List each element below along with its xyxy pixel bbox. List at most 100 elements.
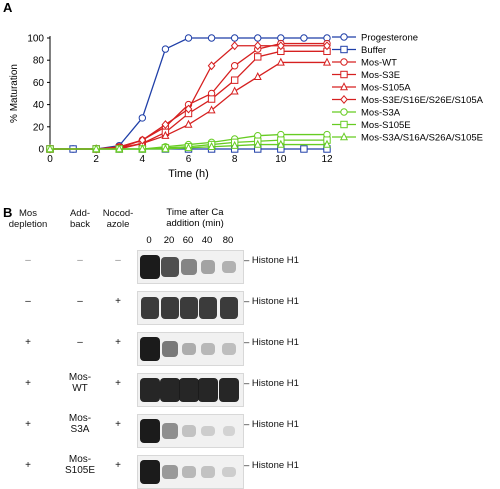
legend-entry: Buffer: [361, 45, 386, 56]
histone-h1-label: – Histone H1: [244, 460, 299, 471]
legend-entry: Mos-S105E: [361, 120, 411, 131]
legend-marker: [339, 132, 349, 141]
legend-marker: [340, 58, 348, 66]
data-point: [115, 144, 124, 153]
x-tick-label: 12: [321, 154, 333, 165]
legend-marker: [340, 45, 348, 54]
series-line-5: [50, 45, 327, 150]
panel-a-letter: A: [3, 0, 13, 15]
data-point: [254, 53, 262, 61]
data-point: [276, 57, 285, 66]
histone-h1-band: [198, 297, 218, 319]
maturation-chart: 0 2 4 6 8 10 12 0 20 40 60 80 100 Time (h) % Maturatio…: [9, 33, 484, 181]
nocodazole-value: –: [115, 255, 121, 266]
histone-h1-label: – Histone H1: [244, 296, 299, 307]
addback-value: Mos- S105E: [64, 454, 96, 476]
histone-h1-band: [161, 340, 179, 358]
x-tick-label: 10: [275, 154, 287, 165]
data-point: [207, 34, 216, 42]
data-point: [300, 145, 308, 153]
data-point: [276, 41, 285, 51]
histone-h1-band: [140, 378, 160, 402]
depletion-value: +: [25, 378, 31, 389]
legend-marker: [340, 120, 348, 129]
data-point: [323, 41, 331, 51]
addback-value: –: [77, 337, 83, 348]
depletion-value: –: [25, 255, 31, 266]
depletion-header: Mos depletion: [8, 208, 48, 230]
nocodazole-value: +: [115, 337, 121, 348]
data-point: [161, 130, 170, 139]
data-point: [92, 144, 101, 153]
data-point: [138, 135, 147, 145]
data-point: [138, 114, 147, 122]
addback-value: Mos- WT: [68, 372, 92, 394]
time-point-label: 0: [146, 235, 152, 246]
histone-h1-band: [219, 378, 239, 402]
data-point: [184, 143, 193, 152]
data-point: [322, 57, 332, 66]
y-tick-label: 40: [33, 100, 45, 111]
addback-value: –: [77, 255, 83, 266]
data-point: [253, 72, 262, 81]
time-header: Time after Ca addition (min): [166, 207, 224, 229]
histone-h1-label: – Histone H1: [244, 419, 299, 430]
histone-h1-band: [219, 297, 239, 319]
time-point-label: 60: [182, 235, 194, 246]
histone-h1-band: [182, 425, 196, 437]
x-tick-label: 6: [186, 154, 192, 165]
gel-strip: [137, 373, 244, 407]
histone-h1-band: [161, 257, 179, 277]
y-tick-label: 100: [27, 34, 44, 45]
x-tick-label: 2: [93, 154, 99, 165]
legend-entry: Progesterone: [361, 33, 418, 44]
nocodazole-value: +: [115, 419, 121, 430]
x-tick-label: 8: [232, 154, 238, 165]
x-tick-label: 4: [140, 154, 146, 165]
data-point: [230, 86, 239, 95]
addback-header: Add-back: [69, 208, 91, 230]
histone-h1-band: [179, 378, 199, 402]
data-point: [138, 144, 147, 153]
time-point-label: 20: [163, 235, 175, 246]
gel-strip: [137, 414, 244, 448]
histone-h1-band: [162, 464, 178, 480]
time-point-label: 80: [222, 235, 234, 246]
data-point: [207, 61, 216, 71]
histone-h1-band: [182, 466, 196, 478]
series-line-0: [50, 37, 327, 150]
legend-marker: [340, 108, 348, 116]
data-point: [184, 34, 193, 42]
y-tick-label: 20: [33, 122, 45, 133]
data-point: [207, 95, 216, 103]
histone-h1-label: – Histone H1: [244, 255, 299, 266]
time-point-label: 40: [201, 235, 213, 246]
data-point: [230, 140, 239, 149]
data-point: [184, 119, 193, 128]
nocodazole-value: +: [115, 296, 121, 307]
depletion-value: –: [25, 296, 31, 307]
histone-h1-band: [200, 260, 216, 274]
x-axis-label: Time (h): [168, 168, 209, 180]
histone-h1-band: [140, 419, 160, 443]
data-point: [161, 144, 170, 153]
legend-marker: [340, 70, 348, 79]
legend-marker: [339, 82, 349, 91]
legend-marker: [340, 33, 348, 41]
nocodazole-header: Nocod-azole: [102, 208, 134, 230]
data-point: [230, 62, 239, 70]
nocodazole-value: +: [115, 460, 121, 471]
addback-value: –: [77, 296, 83, 307]
data-point: [276, 139, 285, 148]
data-point: [254, 34, 262, 42]
histone-h1-label: – Histone H1: [244, 378, 299, 389]
legend-entry: Mos-S105A: [361, 83, 411, 94]
data-point: [300, 34, 308, 42]
data-point: [207, 141, 216, 150]
data-point: [207, 105, 216, 114]
histone-h1-band: [140, 460, 160, 484]
panel-b-letter: B: [3, 205, 13, 220]
histone-h1-band: [201, 466, 215, 478]
data-point: [45, 144, 55, 153]
histone-h1-band: [160, 378, 180, 402]
